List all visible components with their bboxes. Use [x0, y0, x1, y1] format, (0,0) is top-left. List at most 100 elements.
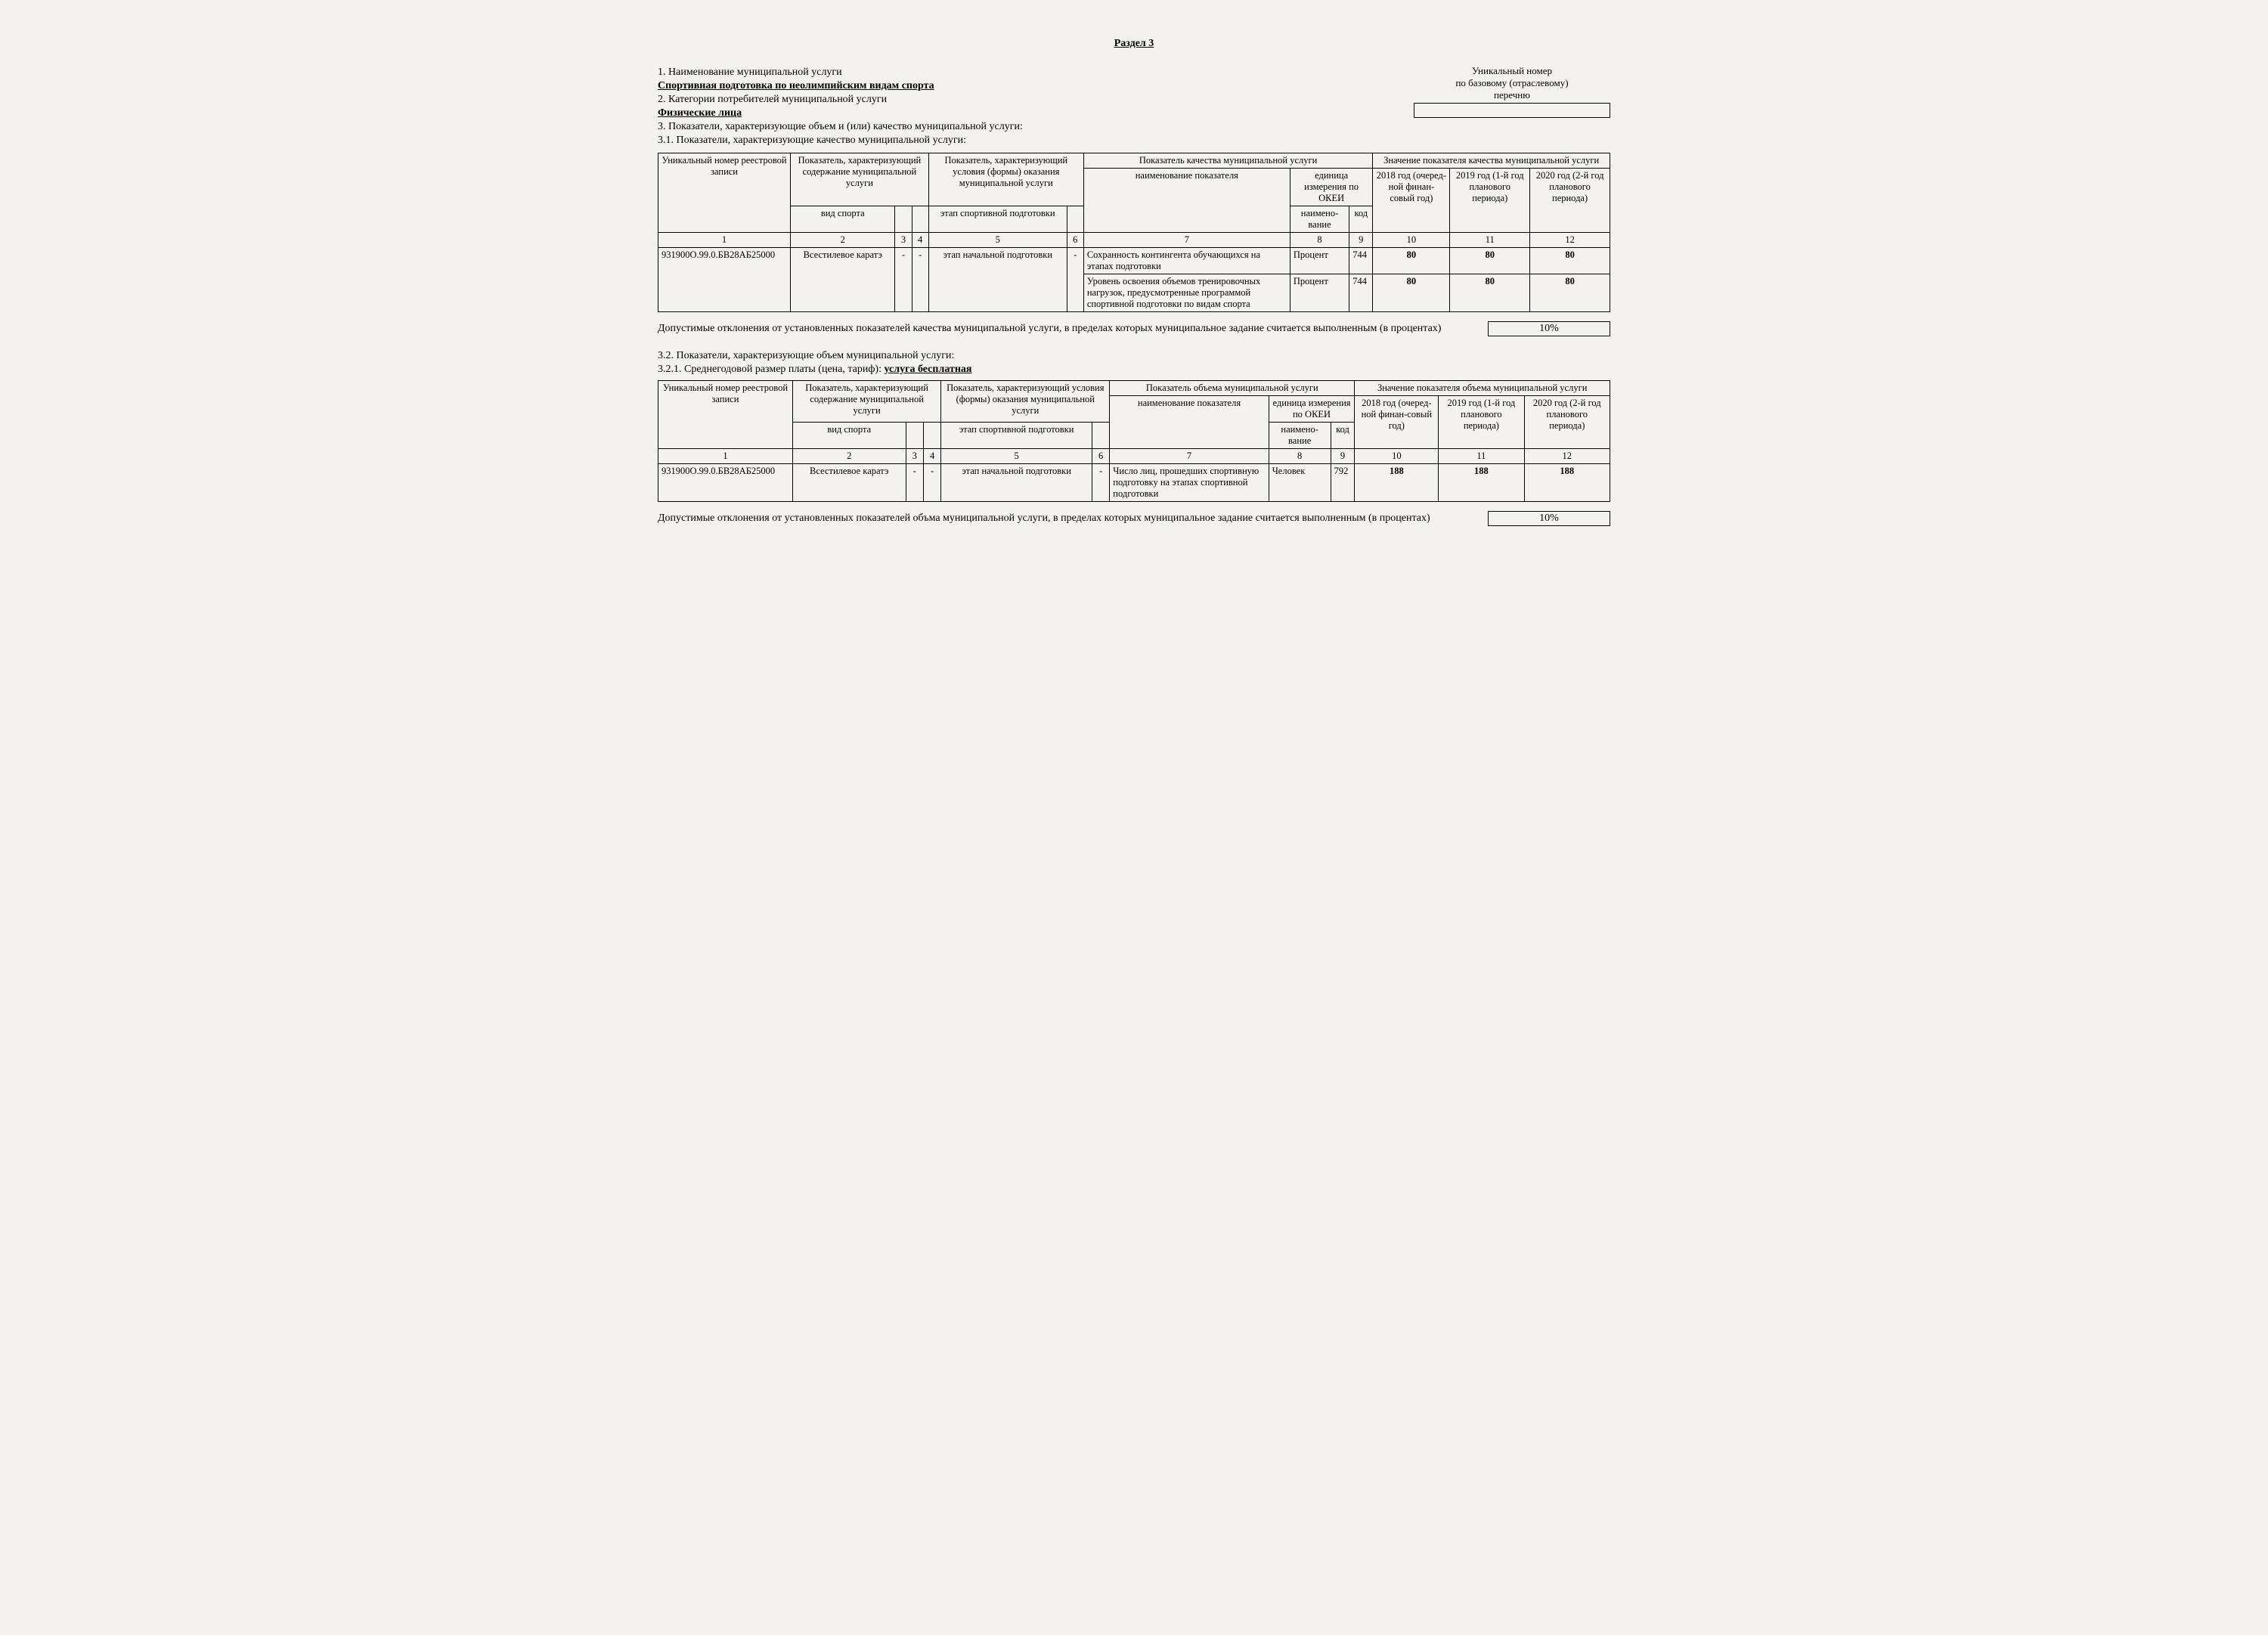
th-uname: наимено-вание	[1290, 206, 1349, 233]
t2r-stage: этап начальной подготовки	[941, 464, 1092, 502]
line-321a: 3.2.1. Среднегодовой размер платы (цена,…	[658, 364, 884, 375]
hr-3: перечню	[1414, 89, 1610, 101]
r1-d3: -	[1067, 248, 1083, 312]
hr-2: по базовому (отраслевому)	[1414, 77, 1610, 89]
note1-val: 10%	[1488, 321, 1610, 336]
t2-b1	[906, 423, 923, 449]
t2r-sport: Всестилевое каратэ	[792, 464, 906, 502]
r1-stage: этап начальной подготовки	[928, 248, 1067, 312]
t2r-d2: -	[923, 464, 940, 502]
t2n10: 10	[1355, 449, 1439, 464]
t2n2: 2	[792, 449, 906, 464]
r1-sport: Всестилевое каратэ	[791, 248, 895, 312]
note2-val: 10%	[1488, 511, 1610, 526]
t2-val: Значение показателя объема муниципальной…	[1355, 381, 1610, 396]
th-b3	[1067, 206, 1083, 233]
th-b2	[912, 206, 928, 233]
th-ucode: код	[1349, 206, 1373, 233]
t2-y2: 2019 год (1-й год планового периода)	[1439, 396, 1524, 449]
t2-stage: этап спортивной подготовки	[941, 423, 1092, 449]
th-unit: единица измерения по ОКЕИ	[1290, 169, 1373, 206]
page: Раздел 3 1. Наименование муниципальной у…	[658, 38, 1610, 526]
r1-name2: Уровень освоения объемов тренировочных н…	[1083, 274, 1290, 312]
th-p1: Показатель, характеризующий содержание м…	[791, 153, 929, 206]
n5: 5	[928, 233, 1067, 248]
n9: 9	[1349, 233, 1373, 248]
r1-u1: Процент	[1290, 248, 1349, 274]
t2r-d3: -	[1092, 464, 1109, 502]
r1-v1: 80	[1373, 248, 1450, 274]
t2-y1: 2018 год (очеред-ной финан-совый год)	[1355, 396, 1439, 449]
th-y2: 2019 год (1-й год планового периода)	[1450, 169, 1530, 233]
header-row: 1. Наименование муниципальной услуги Спо…	[658, 65, 1610, 148]
t2n8: 8	[1269, 449, 1331, 464]
t2-b3	[1092, 423, 1109, 449]
line-321b: услуга бесплатная	[884, 364, 971, 375]
th-stage: этап спортивной подготовки	[928, 206, 1067, 233]
t2-uname: наимено-вание	[1269, 423, 1331, 449]
line-1: 1. Наименование муниципальной услуги	[658, 67, 1383, 79]
t2r-u: Человек	[1269, 464, 1331, 502]
t2n7: 7	[1110, 449, 1269, 464]
th-p2: Показатель, характеризующий условия (фор…	[928, 153, 1083, 206]
n8: 8	[1290, 233, 1349, 248]
t2-p2: Показатель, характеризующий условия (фор…	[941, 381, 1110, 423]
r1-v2: 80	[1450, 248, 1530, 274]
t2-b2	[923, 423, 940, 449]
r1-id: 931900О.99.0.БВ28АБ25000	[658, 248, 791, 312]
r2-u: Процент	[1290, 274, 1349, 312]
t2n6: 6	[1092, 449, 1109, 464]
r1-v3: 80	[1530, 248, 1610, 274]
t2-y3: 2020 год (2-й год планового периода)	[1524, 396, 1610, 449]
t2-ucode: код	[1331, 423, 1355, 449]
line-321: 3.2.1. Среднегодовой размер платы (цена,…	[658, 364, 1610, 376]
line-2u: Физические лица	[658, 107, 1383, 119]
header-right: Уникальный номер по базовому (отраслевом…	[1414, 65, 1610, 118]
n2: 2	[791, 233, 895, 248]
t2n5: 5	[941, 449, 1092, 464]
t2n11: 11	[1439, 449, 1524, 464]
r2-v2: 80	[1450, 274, 1530, 312]
th-name: наименование показателя	[1083, 169, 1290, 233]
line-2: 2. Категории потребителей муниципальной …	[658, 94, 1383, 106]
t2-name: наименование показателя	[1110, 396, 1269, 449]
n11: 11	[1450, 233, 1530, 248]
t2r-name: Число лиц, прошедших спортивную подготов…	[1110, 464, 1269, 502]
th-b1	[895, 206, 912, 233]
th-uniq: Уникальный номер реестровой записи	[658, 153, 791, 233]
n10: 10	[1373, 233, 1450, 248]
t2n9: 9	[1331, 449, 1355, 464]
t2r-v1: 188	[1355, 464, 1439, 502]
r2-c: 744	[1349, 274, 1373, 312]
t2r-v3: 188	[1524, 464, 1610, 502]
volume-table: Уникальный номер реестровой записи Показ…	[658, 380, 1610, 502]
n12: 12	[1530, 233, 1610, 248]
th-qual: Показатель качества муниципальной услуги	[1083, 153, 1373, 169]
n6: 6	[1067, 233, 1083, 248]
hr-1: Уникальный номер	[1414, 65, 1610, 77]
r1-c1: 744	[1349, 248, 1373, 274]
r1-name1: Сохранность контингента обучающихся на э…	[1083, 248, 1290, 274]
th-y1: 2018 год (очеред-ной финан-совый год)	[1373, 169, 1450, 233]
th-sport: вид спорта	[791, 206, 895, 233]
line-1u: Спортивная подготовка по неолимпийским в…	[658, 80, 1383, 92]
section-title: Раздел 3	[658, 38, 1610, 50]
note1: Допустимые отклонения от установленных п…	[658, 321, 1610, 336]
th-y3: 2020 год (2-й год планового периода)	[1530, 169, 1610, 233]
t2n4: 4	[923, 449, 940, 464]
t2-uniq: Уникальный номер реестровой записи	[658, 381, 793, 449]
uniq-number-box	[1414, 103, 1610, 118]
t2r-id: 931900О.99.0.БВ28АБ25000	[658, 464, 793, 502]
r2-v3: 80	[1530, 274, 1610, 312]
t2-unit: единица измерения по ОКЕИ	[1269, 396, 1355, 423]
r2-v1: 80	[1373, 274, 1450, 312]
t2n12: 12	[1524, 449, 1610, 464]
note1-text: Допустимые отклонения от установленных п…	[658, 323, 1465, 335]
line-3: 3. Показатели, характеризующие объем и (…	[658, 121, 1383, 133]
line-32: 3.2. Показатели, характеризующие объем м…	[658, 350, 1610, 362]
t2r-v2: 188	[1439, 464, 1524, 502]
t2-sport: вид спорта	[792, 423, 906, 449]
header-left: 1. Наименование муниципальной услуги Спо…	[658, 65, 1383, 148]
th-val: Значение показателя качества муниципальн…	[1373, 153, 1610, 169]
t2n3: 3	[906, 449, 923, 464]
